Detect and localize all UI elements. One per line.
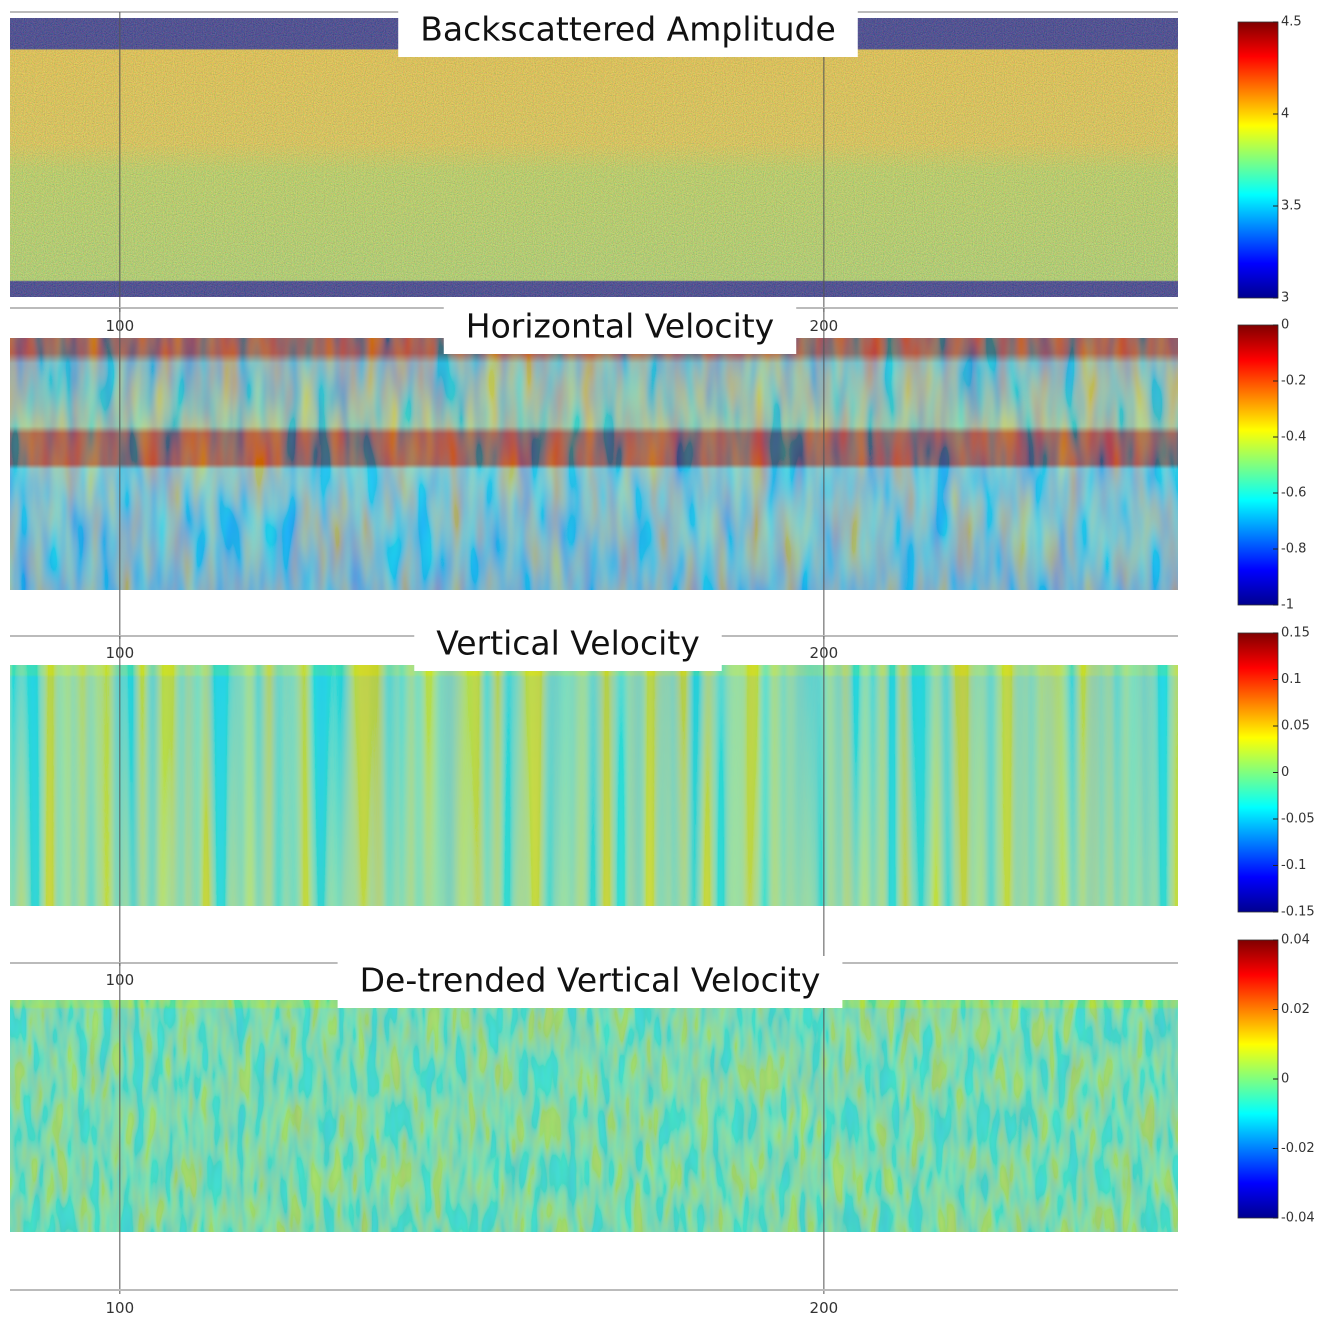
panel-title: Vertical Velocity xyxy=(436,624,699,663)
colorbar-tick-label: 0.04 xyxy=(1281,933,1310,948)
colorbar-tick-label: -0.05 xyxy=(1281,812,1315,827)
colorbar-tick-label: 0.05 xyxy=(1281,719,1310,734)
heatmap-texture xyxy=(10,665,1178,906)
title-background xyxy=(337,956,843,1008)
colorbar-tick-label: -1 xyxy=(1281,598,1294,613)
colorbar-tick-label: -0.6 xyxy=(1281,486,1306,501)
title-background xyxy=(398,5,858,57)
panel-title: Backscattered Amplitude xyxy=(420,10,836,49)
colorbar xyxy=(1237,939,1279,1219)
panel-title: Horizontal Velocity xyxy=(466,307,774,346)
x-tick-label: 200 xyxy=(810,1299,839,1317)
title-background xyxy=(443,302,797,354)
colorbar-tick-label: 0.02 xyxy=(1281,1002,1310,1017)
colorbar xyxy=(1237,324,1279,606)
colorbar-tick-label: -0.8 xyxy=(1281,542,1306,557)
colorbar-tick-label: 3 xyxy=(1281,291,1289,306)
colorbar-tick-label: 4 xyxy=(1281,107,1289,122)
colorbar xyxy=(1237,632,1279,913)
colorbar-tick-label: 4.5 xyxy=(1281,15,1302,30)
panel-title: De-trended Vertical Velocity xyxy=(360,961,821,1000)
colorbar-tick-label: 0 xyxy=(1281,765,1289,780)
colorbar-tick-label: 0.15 xyxy=(1281,626,1310,641)
colorbar-tick-label: -0.1 xyxy=(1281,858,1306,873)
colorbar-tick-label: -0.4 xyxy=(1281,430,1306,445)
colorbar-tick-label: 3.5 xyxy=(1281,199,1302,214)
colorbar-tick-label: 0.1 xyxy=(1281,672,1302,687)
colorbar-tick-label: -0.04 xyxy=(1281,1211,1315,1226)
colorbar-tick-label: 0 xyxy=(1281,318,1289,333)
colorbar-tick-label: -0.15 xyxy=(1281,905,1315,920)
heatmap-texture xyxy=(10,1000,1178,1232)
colorbar-tick-label: 0 xyxy=(1281,1072,1289,1087)
heatmap-texture xyxy=(10,18,1178,297)
colorbar xyxy=(1237,21,1279,299)
x-tick-label: 100 xyxy=(106,1299,135,1317)
colorbar-tick-label: -0.02 xyxy=(1281,1141,1315,1156)
title-background xyxy=(414,619,722,671)
colorbar-tick-label: -0.2 xyxy=(1281,374,1306,389)
heatmap-texture xyxy=(10,338,1178,590)
